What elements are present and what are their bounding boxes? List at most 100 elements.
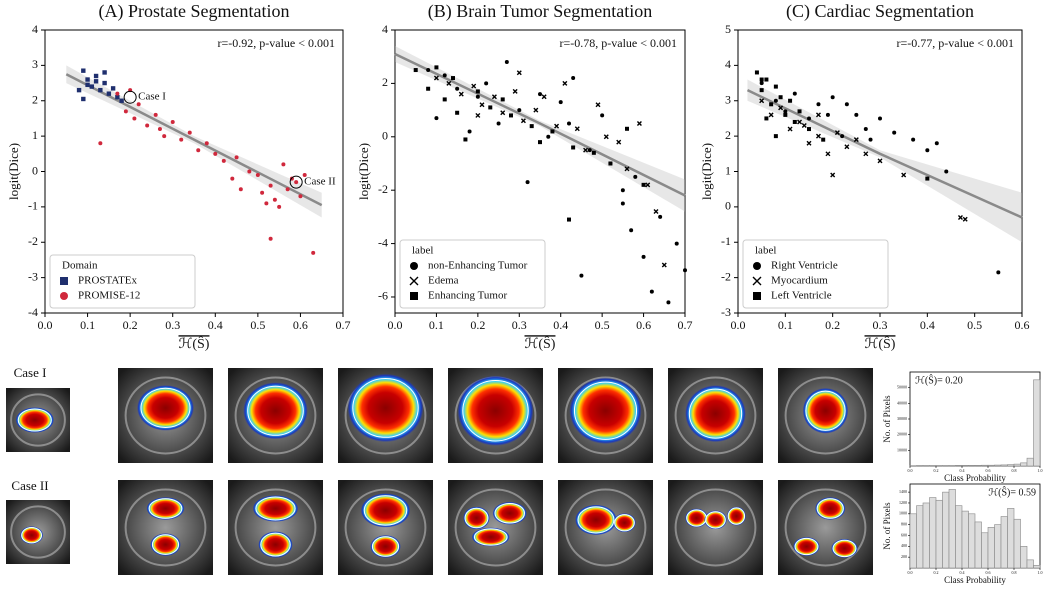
point (944, 169, 949, 174)
mri-background (448, 480, 543, 575)
anatomy (124, 488, 207, 567)
stat-annotation: r=-0.78, p-value < 0.001 (559, 36, 677, 50)
x-tick-label: 0.0 (388, 318, 403, 332)
point (446, 80, 452, 86)
point (877, 158, 883, 164)
anatomy (784, 488, 867, 567)
callout-label: Case I (138, 91, 166, 103)
uncertainty-map (457, 375, 534, 446)
point (674, 241, 679, 246)
point (759, 77, 764, 82)
y-tick-label: 5 (725, 22, 731, 36)
x-tick-label: 0.1 (778, 318, 793, 332)
y-tick-label: -4 (28, 305, 38, 319)
y-tick-label: 400 (901, 543, 907, 548)
point (792, 119, 797, 124)
legend-label: PROSTATEx (78, 275, 138, 287)
mri-image (118, 368, 213, 463)
point (85, 82, 90, 88)
y-tick-label: 10000 (897, 447, 907, 452)
legend-label: Edema (428, 275, 459, 287)
point (558, 100, 563, 105)
contour (140, 387, 191, 429)
point (641, 182, 646, 187)
stat-annotation: r=-0.77, p-value < 0.001 (896, 36, 1014, 50)
contour (21, 526, 43, 544)
point (541, 94, 547, 100)
case-label: Case II (11, 478, 48, 493)
mri-image (778, 368, 873, 463)
contour (371, 536, 400, 557)
histogram-bar (968, 513, 976, 569)
y-axis-label: No. of Pixels (882, 395, 892, 443)
plot-area (909, 371, 1041, 467)
contour (832, 539, 857, 558)
point (119, 98, 124, 103)
point (433, 75, 439, 81)
point (93, 73, 99, 79)
anatomy (10, 505, 66, 559)
anatomy (234, 488, 317, 567)
point (512, 88, 518, 94)
point (821, 137, 826, 142)
point (517, 108, 522, 113)
point (567, 121, 571, 126)
y-tick-label: 800 (901, 522, 907, 527)
histogram-bar (968, 465, 976, 467)
point (247, 169, 252, 174)
point (272, 197, 277, 202)
anatomy (454, 488, 537, 567)
point (759, 81, 764, 86)
y-axis-label: logit(Dice) (699, 143, 714, 200)
trend-line (65, 73, 323, 207)
y-tick-label: 1400 (899, 489, 907, 494)
histogram-bar (974, 521, 982, 569)
x-tick-label: 0.6 (986, 468, 991, 473)
contour (577, 506, 615, 534)
point (633, 174, 638, 179)
histogram-bar (1026, 457, 1034, 467)
uncertainty-map (252, 495, 299, 522)
point (653, 209, 659, 215)
point (892, 130, 897, 135)
point (426, 86, 431, 91)
uncertainty-map (146, 497, 185, 520)
uncertainty-map (370, 535, 401, 558)
y-axis-label: No. of Pixels (882, 502, 892, 550)
point (463, 137, 468, 142)
point (911, 137, 916, 142)
chart-title: (B) Brain Tumor Segmentation (428, 1, 653, 22)
legend-label: Enhancing Tumor (428, 290, 507, 302)
point (298, 194, 303, 199)
uncertainty-map (492, 501, 527, 525)
point (311, 250, 316, 255)
point (234, 155, 239, 160)
point (434, 65, 439, 70)
point (562, 80, 568, 86)
point (636, 120, 642, 126)
point (132, 116, 137, 121)
point (85, 77, 90, 82)
point (806, 140, 812, 146)
point (136, 102, 141, 107)
contour (247, 385, 304, 436)
point (89, 84, 95, 89)
chart-title: (C) Cardiac Segmentation (786, 1, 974, 22)
point (587, 148, 592, 153)
point (574, 126, 580, 132)
point (230, 176, 235, 181)
x-tick-label: 0.2 (934, 570, 939, 575)
mri-image (6, 500, 70, 564)
contour (727, 507, 746, 525)
x-tick-label: 0.1 (429, 318, 444, 332)
point (488, 105, 493, 110)
histogram-bar (948, 489, 956, 569)
histogram-bar (1007, 464, 1015, 467)
uncertainty-map (137, 385, 194, 431)
point (93, 79, 99, 84)
uncertainty-map (726, 506, 746, 526)
histogram-bar (955, 505, 963, 569)
point (608, 161, 613, 166)
y-tick-label: 0 (382, 129, 388, 143)
point (620, 188, 625, 193)
